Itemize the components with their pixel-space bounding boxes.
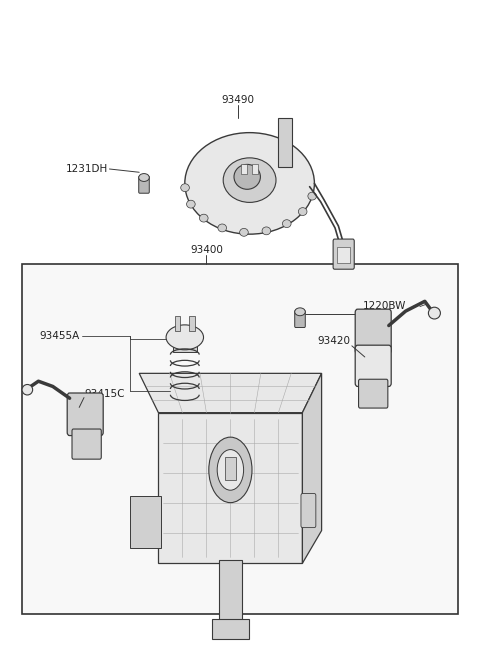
- Bar: [252, 164, 258, 174]
- Ellipse shape: [299, 208, 307, 215]
- FancyBboxPatch shape: [67, 393, 103, 436]
- Text: 1220BW: 1220BW: [362, 301, 406, 311]
- Polygon shape: [139, 373, 322, 413]
- Ellipse shape: [217, 449, 243, 490]
- FancyBboxPatch shape: [333, 239, 354, 269]
- Bar: [225, 457, 236, 479]
- FancyBboxPatch shape: [355, 309, 391, 354]
- Ellipse shape: [240, 229, 248, 236]
- Ellipse shape: [209, 437, 252, 502]
- Bar: [189, 316, 195, 331]
- Ellipse shape: [185, 133, 314, 234]
- Ellipse shape: [295, 308, 305, 316]
- Ellipse shape: [181, 184, 190, 192]
- Text: 1231DH: 1231DH: [66, 164, 108, 174]
- Text: 93420: 93420: [317, 335, 350, 346]
- Text: 93415C: 93415C: [84, 389, 124, 400]
- FancyBboxPatch shape: [139, 176, 149, 193]
- Bar: [219, 560, 242, 622]
- Bar: [241, 164, 247, 174]
- Ellipse shape: [166, 325, 204, 350]
- Ellipse shape: [429, 307, 441, 319]
- Ellipse shape: [200, 214, 208, 222]
- Text: 93455A: 93455A: [39, 331, 79, 341]
- Text: 93400: 93400: [190, 245, 223, 255]
- Bar: [175, 316, 180, 331]
- FancyBboxPatch shape: [173, 337, 197, 352]
- Ellipse shape: [22, 384, 33, 395]
- FancyBboxPatch shape: [359, 379, 388, 408]
- Ellipse shape: [218, 224, 227, 232]
- Ellipse shape: [308, 192, 316, 200]
- Polygon shape: [302, 373, 322, 563]
- FancyBboxPatch shape: [295, 310, 305, 328]
- Ellipse shape: [187, 200, 195, 208]
- FancyBboxPatch shape: [72, 429, 101, 459]
- Bar: [22, 264, 458, 614]
- Bar: [158, 413, 302, 563]
- Ellipse shape: [139, 174, 149, 181]
- Bar: [130, 495, 161, 548]
- Ellipse shape: [262, 227, 271, 234]
- Bar: [337, 247, 350, 263]
- Bar: [278, 118, 292, 167]
- Ellipse shape: [234, 164, 261, 189]
- FancyBboxPatch shape: [355, 345, 391, 386]
- Text: 93490: 93490: [221, 94, 254, 105]
- Ellipse shape: [282, 219, 291, 227]
- Bar: [212, 619, 249, 639]
- FancyBboxPatch shape: [301, 494, 316, 528]
- Ellipse shape: [223, 158, 276, 202]
